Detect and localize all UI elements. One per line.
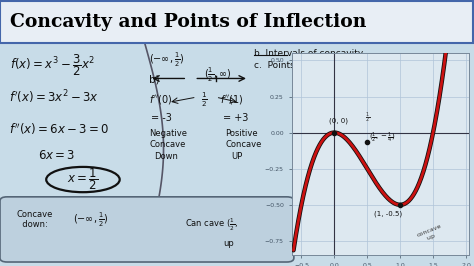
Text: $(\frac{1}{2}, \infty)$: $(\frac{1}{2}, \infty)$ [204,65,231,84]
Text: = +3: = +3 [223,113,248,123]
Text: Positive: Positive [225,128,258,138]
Text: $x = \dfrac{1}{2}$: $x = \dfrac{1}{2}$ [67,167,99,192]
Text: b): b) [149,75,160,85]
Text: $6x = 3$: $6x = 3$ [38,149,75,162]
Text: Down: Down [154,152,178,161]
FancyBboxPatch shape [0,1,473,43]
Text: Concave: Concave [149,140,186,149]
Text: (0, 0): (0, 0) [329,118,348,124]
Text: up: up [223,239,234,248]
Text: Negative: Negative [149,128,187,138]
Text: $f''(1)$: $f''(1)$ [220,93,244,106]
Text: $f(x) = x^3 - \dfrac{3}{2}x^2$: $f(x) = x^3 - \dfrac{3}{2}x^2$ [10,52,96,78]
Text: Concave: Concave [225,140,262,149]
Text: Can cave $(\frac{1}{2},$: Can cave $(\frac{1}{2},$ [185,217,238,233]
Text: $\frac{1}{2}$: $\frac{1}{2}$ [365,111,370,125]
FancyBboxPatch shape [0,197,294,262]
Text: UP: UP [231,152,242,161]
Text: concave
    up: concave up [417,224,445,244]
Text: = -3: = -3 [151,113,172,123]
Text: $(-\infty, \frac{1}{2})$: $(-\infty, \frac{1}{2})$ [73,210,109,228]
Text: $f''(x) = 6x - 3 = 0$: $f''(x) = 6x - 3 = 0$ [9,121,109,137]
Text: $f'(x) = 3x^2 - 3x$: $f'(x) = 3x^2 - 3x$ [9,88,99,106]
Text: $f''(0)$: $f''(0)$ [149,93,173,106]
Text: $\frac{1}{2}$: $\frac{1}{2}$ [201,90,207,109]
Text: b. Intervals of concavity: b. Intervals of concavity [254,49,363,58]
Text: $(-\infty, \frac{1}{2})$: $(-\infty, \frac{1}{2})$ [149,51,185,69]
Text: $(\frac{1}{2}, -\frac{1}{4})$: $(\frac{1}{2}, -\frac{1}{4})$ [369,131,396,146]
Text: (1, -0.5): (1, -0.5) [374,210,402,217]
Text: Concave
  down:: Concave down: [17,210,53,229]
Text: Concavity and Points of Inflection: Concavity and Points of Inflection [10,13,367,31]
Text: c.  Points of Inflection: c. Points of Inflection [254,61,351,70]
